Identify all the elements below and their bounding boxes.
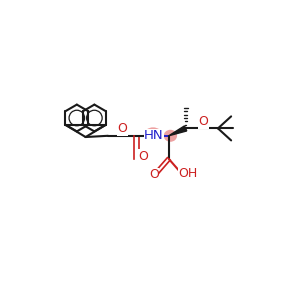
Ellipse shape [144,128,162,142]
Text: O: O [118,122,128,135]
Text: O: O [138,150,148,163]
Ellipse shape [164,130,177,142]
Text: OH: OH [178,167,198,180]
Text: HN: HN [144,129,164,142]
Polygon shape [169,126,187,136]
Text: O: O [199,116,208,128]
Text: O: O [149,168,159,181]
